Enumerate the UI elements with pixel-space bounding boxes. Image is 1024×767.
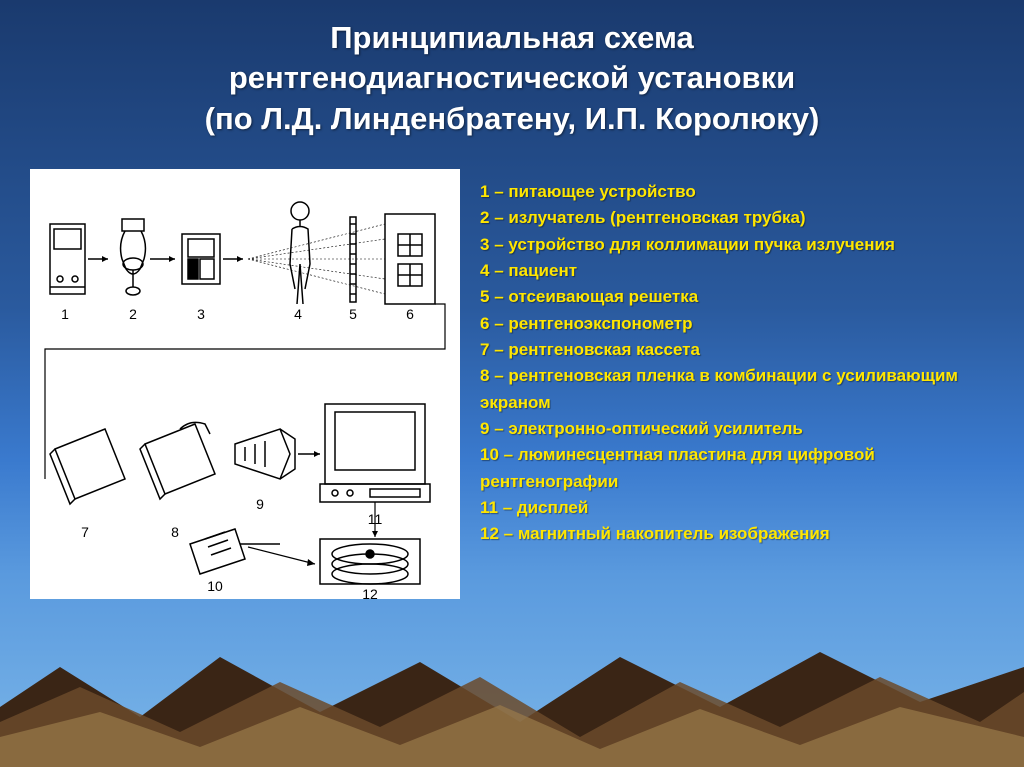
legend-item: 10 – люминесцентная пластина для цифрово… bbox=[480, 442, 994, 495]
legend-item: 12 – магнитный накопитель изображения bbox=[480, 521, 994, 547]
legend-item: 9 – электронно-оптический усилитель bbox=[480, 416, 994, 442]
title-line2: рентгенодиагностической установки bbox=[229, 60, 795, 95]
node-label-12: 12 bbox=[362, 586, 378, 599]
schematic-diagram: 1 2 3 bbox=[30, 169, 460, 599]
node-label-9: 9 bbox=[256, 496, 264, 512]
mountain-decoration bbox=[0, 627, 1024, 767]
legend-item: 8 – рентгеновская пленка в комбинации с … bbox=[480, 363, 994, 416]
node-label-2: 2 bbox=[129, 306, 137, 322]
legend-item: 11 – дисплей bbox=[480, 495, 994, 521]
title-line1: Принципиальная схема bbox=[330, 20, 693, 55]
legend-item: 7 – рентгеновская кассета bbox=[480, 337, 994, 363]
node-label-4: 4 bbox=[294, 306, 302, 322]
node-label-1: 1 bbox=[61, 306, 69, 322]
legend-item: 6 – рентгеноэкспонометр bbox=[480, 311, 994, 337]
node-label-8: 8 bbox=[171, 524, 179, 540]
node-label-7: 7 bbox=[81, 524, 89, 540]
content-area: 1 2 3 bbox=[0, 149, 1024, 619]
legend-item: 3 – устройство для коллимации пучка излу… bbox=[480, 232, 994, 258]
node-label-6: 6 bbox=[406, 306, 414, 322]
node-label-10: 10 bbox=[207, 578, 223, 594]
slide-title: Принципиальная схема рентгенодиагностиче… bbox=[0, 0, 1024, 149]
legend-item: 5 – отсеивающая решетка bbox=[480, 284, 994, 310]
legend-list: 1 – питающее устройство 2 – излучатель (… bbox=[480, 169, 994, 599]
node-label-3: 3 bbox=[197, 306, 205, 322]
legend-item: 4 – пациент bbox=[480, 258, 994, 284]
legend-item: 1 – питающее устройство bbox=[480, 179, 994, 205]
legend-item: 2 – излучатель (рентгеновская трубка) bbox=[480, 205, 994, 231]
node-label-5: 5 bbox=[349, 306, 357, 322]
title-line3: (по Л.Д. Линденбратену, И.П. Королюку) bbox=[205, 101, 820, 136]
